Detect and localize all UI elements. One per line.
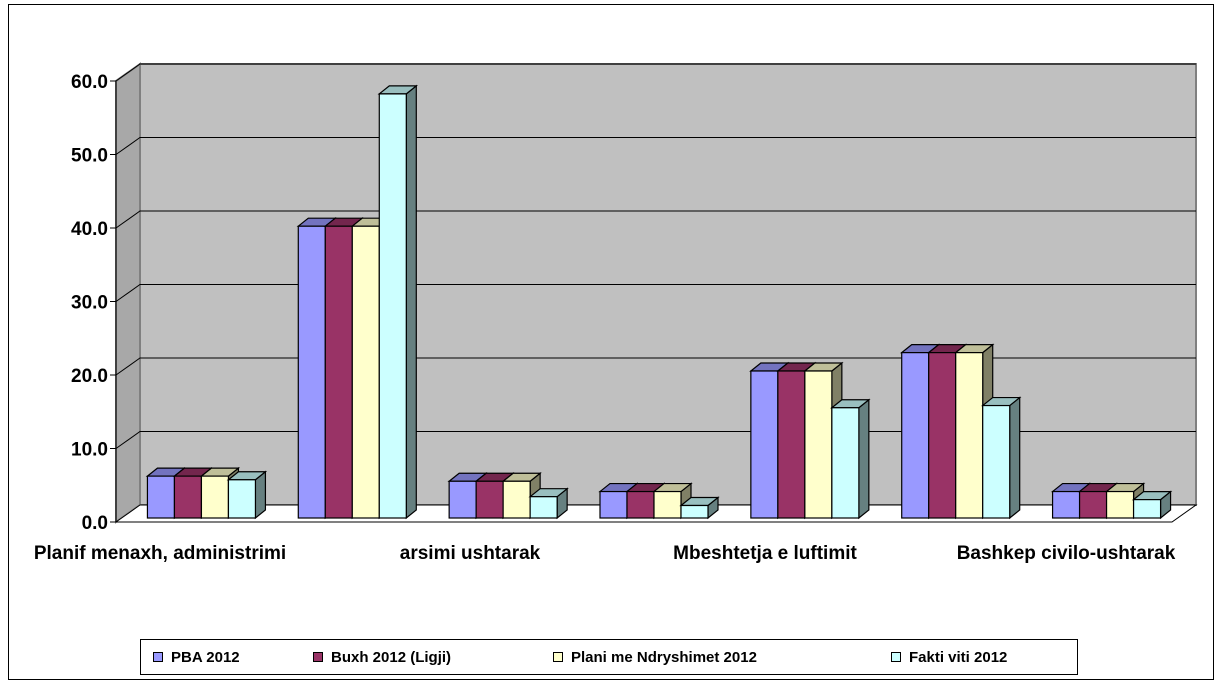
legend-swatch (313, 652, 323, 662)
legend-label: Plani me Ndryshimet 2012 (571, 648, 757, 666)
bar-front (901, 352, 930, 519)
bar-front (227, 479, 257, 519)
bar-front (351, 225, 380, 519)
y-tick-label: 50.0 (71, 146, 108, 167)
gridline (115, 137, 1196, 155)
bar-3-0 (226, 470, 268, 520)
bar-front (146, 475, 176, 519)
bar-front (777, 370, 806, 519)
gridline (115, 63, 1196, 82)
bar-front (1051, 490, 1081, 519)
bar-front (831, 407, 860, 519)
x-category-label: Planif menaxh, administrimi (34, 543, 286, 564)
bar-front (448, 480, 477, 519)
bar-side (1009, 396, 1021, 520)
bar-front (928, 352, 957, 519)
bar-3-5 (981, 396, 1022, 520)
y-tick-label: 30.0 (71, 293, 108, 314)
x-category-label: arsimi ushtarak (400, 543, 541, 564)
y-tick-label: 40.0 (71, 219, 108, 240)
y-axis-ticks: 0.0 10.0 20.0 30.0 40.0 50.0 60.0 (71, 72, 117, 534)
bar-front (324, 225, 353, 519)
bar-front (680, 504, 709, 519)
legend-swatch (891, 652, 901, 662)
x-category-label: Bashkep civilo-ushtarak (957, 543, 1176, 564)
bar-3-6 (1131, 490, 1173, 520)
bar-front (1132, 499, 1162, 519)
legend-swatch (553, 652, 563, 662)
bar-front (200, 475, 230, 519)
bar-front (378, 93, 407, 519)
bar-front (599, 490, 628, 519)
legend-label: Fakti viti 2012 (909, 648, 1008, 666)
bar-front (1105, 490, 1135, 519)
plot-area (114, 62, 1198, 524)
legend-item: Fakti viti 2012 (891, 640, 1007, 674)
bar-front (982, 404, 1011, 519)
gridline (115, 357, 1196, 376)
legend-item: PBA 2012 (153, 640, 240, 674)
bar-side (405, 84, 417, 520)
y-tick-label: 20.0 (71, 366, 108, 387)
bar-front (529, 496, 558, 519)
bar-front (475, 480, 504, 519)
bar-front (804, 370, 833, 519)
y-tick-label: 10.0 (71, 440, 108, 461)
legend-item: Buxh 2012 (Ligji) (313, 640, 451, 674)
legend-label: Buxh 2012 (Ligji) (331, 648, 452, 666)
bar-front (1078, 490, 1108, 519)
x-category-label: Mbeshtetja e luftimit (673, 543, 857, 564)
bar-3-2 (528, 487, 569, 520)
bar-side (858, 398, 870, 520)
bar-front (297, 225, 326, 519)
gridline (115, 210, 1196, 229)
bar-front (955, 352, 984, 519)
bar-3-3 (679, 496, 720, 520)
legend: PBA 2012 Buxh 2012 (Ligji) Plani me Ndrysh… (140, 639, 1078, 675)
bar-3-1 (377, 84, 418, 520)
y-tick-label: 60.0 (71, 72, 108, 93)
bar-front (653, 490, 682, 519)
y-tick-label: 0.0 (82, 513, 108, 534)
legend-item: Plani me Ndryshimet 2012 (553, 640, 757, 674)
bar-front (502, 480, 531, 519)
gridline (115, 284, 1196, 302)
bar-front (173, 475, 203, 519)
bars (145, 84, 1173, 520)
bar-front (750, 370, 779, 519)
bar-3-4 (830, 398, 871, 520)
bar-front (626, 490, 655, 519)
legend-swatch (153, 652, 163, 662)
x-axis-labels: Planif menaxh, administrimi arsimi ushtar… (34, 543, 1176, 564)
legend-label: PBA 2012 (171, 648, 240, 666)
